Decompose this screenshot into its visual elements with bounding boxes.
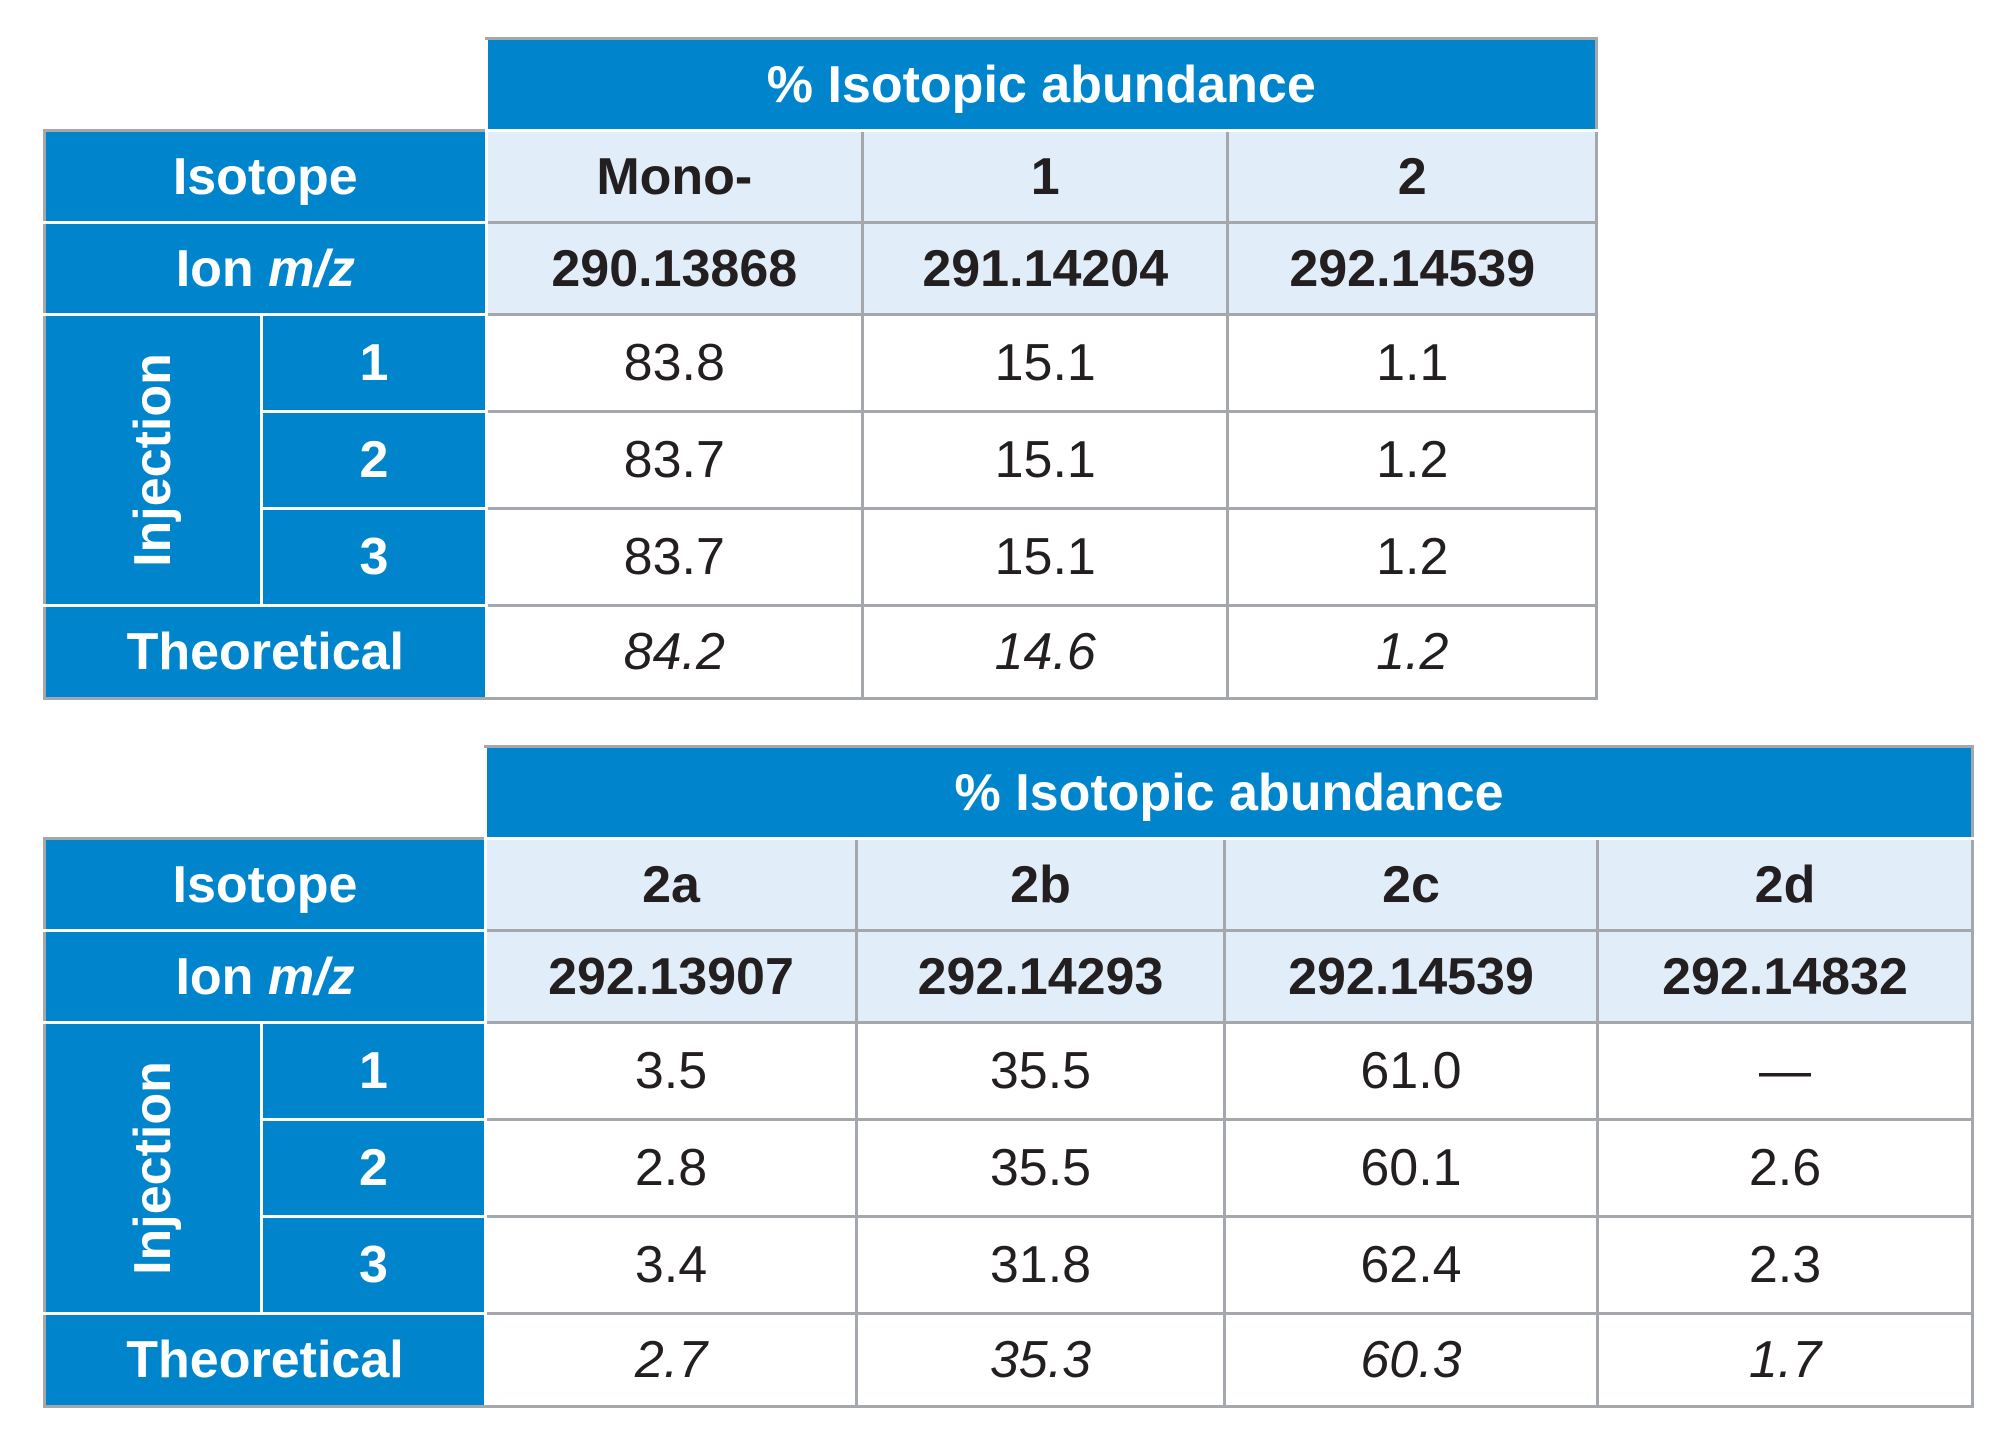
table-cell: 83.7 — [484, 410, 865, 510]
ion-mz-value: 292.13907 — [484, 929, 858, 1024]
isotopic-abundance-table-1: % Isotopic abundance Isotope Mono- 1 2 I… — [42, 37, 1599, 700]
isotope-label: Isotope — [43, 129, 488, 224]
injection-number: 1 — [260, 1021, 487, 1121]
table-cell: 31.8 — [855, 1215, 1226, 1315]
isotope-header: 1 — [861, 129, 1230, 224]
ion-mz-label: Ion m/z — [43, 221, 488, 316]
group-header: % Isotopic abundance — [484, 37, 1599, 132]
table-cell: 3.5 — [484, 1021, 858, 1121]
isotope-header: Mono- — [484, 129, 865, 224]
injection-label: Injection — [42, 313, 264, 607]
corner-blank — [44, 38, 487, 131]
table-cell: 35.5 — [855, 1021, 1226, 1121]
isotope-header: 2 — [1226, 129, 1598, 224]
table-cell: 35.5 — [855, 1118, 1226, 1218]
table-cell: 1.1 — [1226, 313, 1598, 413]
table-cell: 2.6 — [1595, 1118, 1975, 1218]
injection-number: 2 — [260, 1118, 487, 1218]
isotope-header: 2b — [855, 837, 1226, 932]
table-cell: 83.8 — [484, 313, 865, 413]
ion-mz-value: 292.14539 — [1226, 221, 1598, 316]
table-cell: 3.4 — [484, 1215, 858, 1315]
theoretical-value: 1.7 — [1595, 1312, 1975, 1408]
table-cell: 15.1 — [861, 410, 1230, 510]
injection-number: 3 — [260, 1215, 487, 1315]
table-cell: 15.1 — [861, 507, 1230, 607]
theoretical-value: 35.3 — [855, 1312, 1226, 1408]
theoretical-value: 84.2 — [484, 604, 865, 700]
theoretical-label: Theoretical — [43, 604, 488, 700]
table-cell: 60.1 — [1223, 1118, 1599, 1218]
ion-mz-value: 291.14204 — [861, 221, 1230, 316]
table-cell: 61.0 — [1223, 1021, 1599, 1121]
table-cell: 2.8 — [484, 1118, 858, 1218]
isotope-header: 2a — [484, 837, 858, 932]
ion-mz-value: 292.14539 — [1223, 929, 1599, 1024]
theoretical-value: 2.7 — [484, 1312, 858, 1408]
table-cell: 83.7 — [484, 507, 865, 607]
theoretical-value: 60.3 — [1223, 1312, 1599, 1408]
injection-label: Injection — [43, 1021, 263, 1315]
ion-mz-label: Ion m/z — [43, 929, 487, 1024]
theoretical-value: 1.2 — [1226, 604, 1598, 700]
corner-blank — [44, 746, 486, 839]
injection-number: 1 — [260, 313, 488, 413]
isotopic-abundance-table-2: % Isotopic abundance Isotope 2a 2b 2c 2d… — [43, 745, 1975, 1408]
ion-mz-value: 290.13868 — [484, 221, 865, 316]
ion-mz-value: 292.14293 — [855, 929, 1226, 1024]
isotope-header: 2d — [1595, 837, 1975, 932]
theoretical-value: 14.6 — [861, 604, 1230, 700]
injection-number: 2 — [260, 410, 488, 510]
table-cell: — — [1595, 1021, 1975, 1121]
ion-mz-value: 292.14832 — [1595, 929, 1975, 1024]
group-header: % Isotopic abundance — [483, 745, 1975, 840]
table-cell: 15.1 — [861, 313, 1230, 413]
isotope-label: Isotope — [43, 837, 487, 932]
table-cell: 1.2 — [1226, 410, 1598, 510]
table-cell: 62.4 — [1223, 1215, 1599, 1315]
isotope-header: 2c — [1223, 837, 1599, 932]
table-cell: 1.2 — [1226, 507, 1598, 607]
injection-number: 3 — [260, 507, 488, 607]
table-cell: 2.3 — [1595, 1215, 1975, 1315]
theoretical-label: Theoretical — [43, 1312, 487, 1408]
